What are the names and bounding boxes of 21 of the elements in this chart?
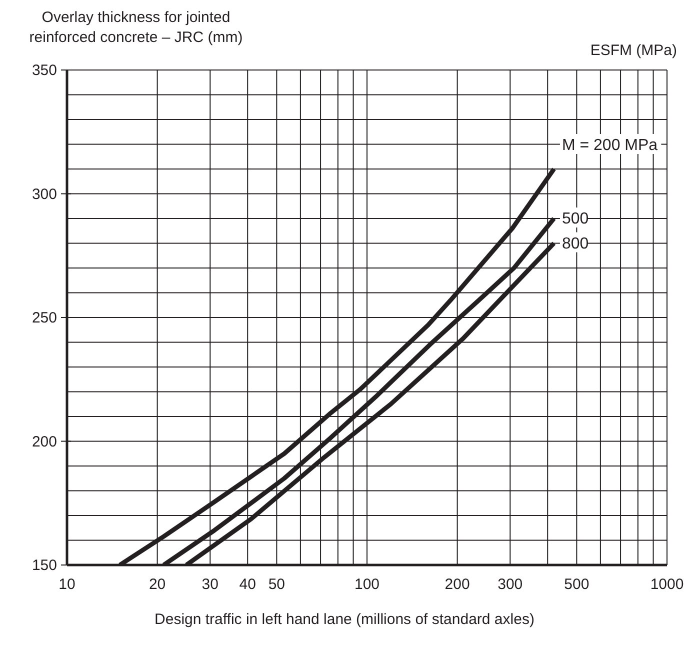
x-tick-label: 30 xyxy=(202,576,218,593)
x-tick-label: 10 xyxy=(58,576,76,593)
x-tick-label: 200 xyxy=(444,576,470,593)
y-tick-label: 150 xyxy=(32,557,57,574)
x-tick-label: 20 xyxy=(148,576,166,593)
x-tick-label: 100 xyxy=(354,576,380,593)
x-tick-label: 300 xyxy=(498,576,523,593)
legend-title: ESFM (MPa) xyxy=(590,42,677,59)
series-label: M = 200 MPa xyxy=(562,137,658,154)
x-tick-label: 500 xyxy=(564,576,590,593)
x-tick-label: 40 xyxy=(239,576,256,593)
y-axis-title: Overlay thickness for jointed reinforced concrete – JRC (mm) xyxy=(28,8,244,48)
y-tick-label: 200 xyxy=(32,433,57,450)
series-label: 500 xyxy=(562,210,589,228)
x-tick-label: 1000 xyxy=(650,576,684,593)
x-axis-title: Design traffic in left hand lane (millions of standard axles) xyxy=(154,611,536,628)
y-tick-label: 350 xyxy=(32,62,57,79)
y-tick-label: 250 xyxy=(32,310,57,326)
series-label: 800 xyxy=(562,235,589,252)
x-tick-label: 50 xyxy=(268,576,286,593)
y-tick-label: 300 xyxy=(32,186,57,203)
